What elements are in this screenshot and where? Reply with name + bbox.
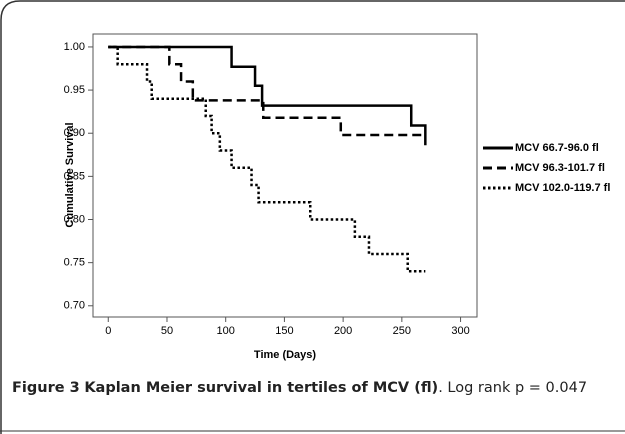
y-tick-label: 0.90 (64, 127, 85, 139)
legend-label: MCV 96.3-101.7 fl (515, 162, 605, 174)
caption-label: Figure 3 (12, 380, 80, 396)
x-tick-label: 200 (334, 325, 352, 337)
y-tick-label: 0.80 (64, 213, 85, 225)
y-tick-label: 0.95 (64, 84, 85, 96)
x-tick-label: 250 (393, 325, 411, 337)
legend-label: MCV 102.0-119.7 fl (515, 182, 610, 194)
caption-title: Kaplan Meier survival in tertiles of MCV… (84, 380, 439, 396)
y-tick-label: 1.00 (64, 41, 85, 53)
x-tick-label: 100 (217, 325, 235, 337)
x-axis-title: Time (Days) (254, 349, 316, 361)
y-tick-label: 0.85 (64, 170, 85, 182)
y-tick-label: 0.75 (64, 257, 85, 269)
x-tick-label: 150 (275, 325, 293, 337)
x-tick-label: 300 (451, 325, 469, 337)
caption: Figure 3 Kaplan Meier survival in tertil… (12, 376, 612, 400)
legend-label: MCV 66.7-96.0 fl (515, 142, 599, 154)
caption-text: . Log rank p = 0.047 (438, 380, 588, 396)
y-tick-label: 0.70 (64, 300, 85, 312)
y-axis-title: Cumulative Survival (64, 122, 76, 227)
survival-line (108, 45, 426, 137)
survival-line (108, 45, 426, 273)
x-tick-label: 50 (161, 325, 173, 337)
survival-line (108, 45, 427, 146)
plot-area (92, 33, 478, 318)
x-tick-label: 0 (105, 325, 111, 337)
